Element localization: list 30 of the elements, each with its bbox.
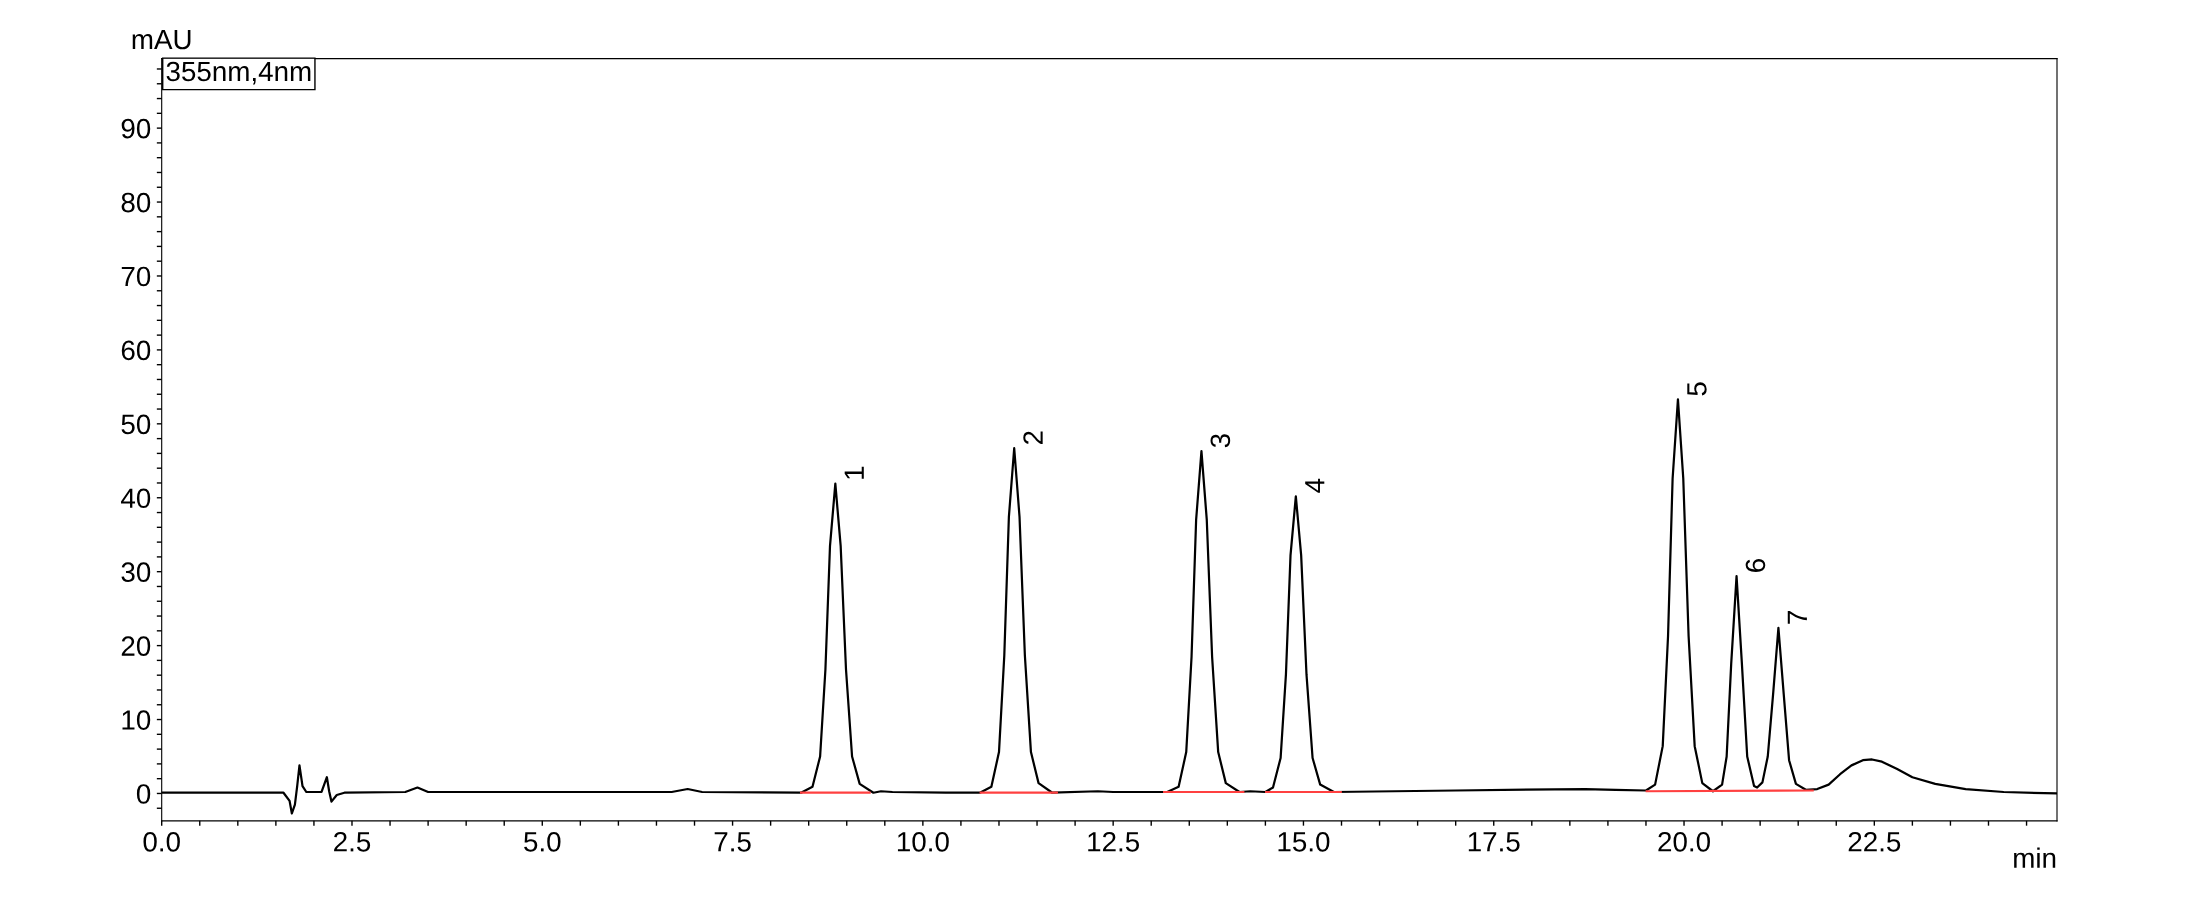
x-tick-label: 15.0	[1278, 831, 1330, 852]
y-tick-label: 20	[121, 636, 151, 656]
annotation: 3	[1210, 434, 1231, 448]
y-tick-label: 40	[121, 488, 151, 509]
annotation: 7	[1787, 611, 1807, 624]
y-tick-label: 30	[121, 562, 151, 583]
annotation: 355nm,4nm	[166, 61, 311, 85]
y-tick-label: 90	[121, 118, 151, 139]
y-tick-label: 0	[136, 784, 151, 804]
y-tick-label: 60	[121, 340, 151, 361]
y-tick-label: 70	[121, 266, 151, 287]
x-tick-label: 0.0	[143, 831, 180, 852]
x-tick-label: 2.5	[334, 831, 371, 852]
x-tick-label: 22.5	[1848, 831, 1901, 852]
annotation: 6	[1745, 559, 1766, 572]
x-tick-label: 5.0	[524, 831, 561, 852]
annotation: 4	[1305, 478, 1325, 493]
x-tick-label: 12.5	[1088, 831, 1140, 852]
y-tick-label: 80	[121, 192, 151, 213]
x-tick-label: 17.5	[1468, 832, 1520, 852]
annotation: 2	[1023, 431, 1043, 445]
x-tick-label: 20.0	[1658, 831, 1710, 852]
y-axis-title: mAU	[132, 29, 191, 50]
x-tick-label: 10.0	[897, 831, 949, 852]
x-tick-label: 7.5	[714, 832, 751, 852]
annotation: 1	[844, 466, 864, 479]
y-tick-label: 10	[122, 710, 151, 730]
y-tick-label: 50	[121, 414, 151, 435]
x-axis-title: min	[2014, 847, 2056, 868]
annotation: 5	[1687, 382, 1707, 396]
